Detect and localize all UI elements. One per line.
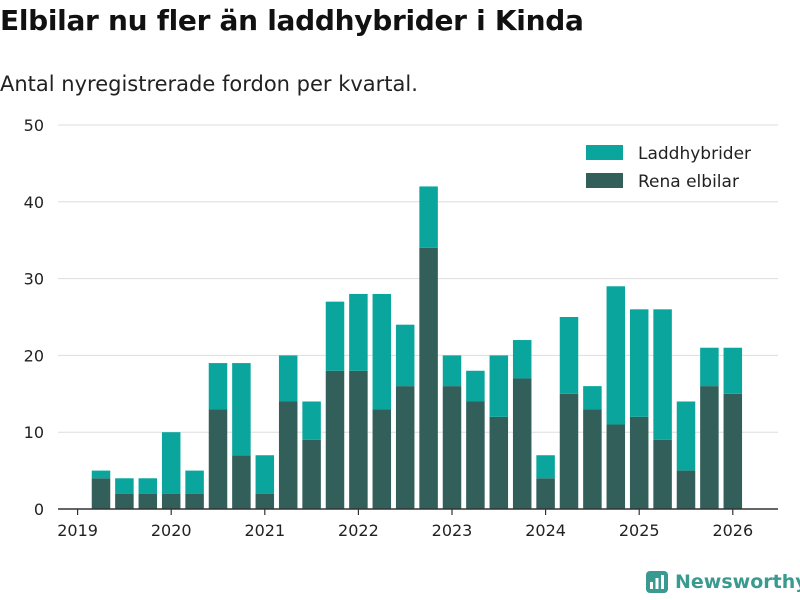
bar-rena-elbilar	[700, 386, 719, 509]
bar-rena-elbilar	[536, 478, 555, 509]
bar-laddhybrider	[606, 286, 626, 425]
x-tick-label: 2020	[151, 521, 192, 540]
bar-rena-elbilar	[185, 493, 204, 509]
bar-laddhybrider	[653, 309, 672, 440]
bar-laddhybrider	[489, 355, 509, 417]
legend-swatch	[586, 173, 623, 188]
bar-laddhybrider	[723, 347, 743, 394]
newsworthy-logo-text: Newsworthy	[675, 571, 800, 593]
bar-laddhybrider	[349, 293, 368, 371]
bar-rena-elbilar	[325, 370, 345, 509]
bar-laddhybrider	[395, 324, 415, 387]
bar-laddhybrider	[536, 455, 555, 479]
legend-label: Laddhybrider	[638, 144, 751, 164]
bar-rena-elbilar	[255, 493, 275, 509]
bar-rena-elbilar	[512, 378, 532, 509]
bar-laddhybrider	[255, 455, 275, 494]
bar-rena-elbilar	[629, 416, 649, 509]
bar-rena-elbilar	[676, 470, 696, 509]
bar-rena-elbilar	[442, 386, 462, 509]
bar-rena-elbilar	[372, 409, 392, 509]
legend-label: Rena elbilar	[638, 172, 739, 192]
x-tick-label: 2025	[619, 521, 660, 540]
bar-rena-elbilar	[466, 401, 485, 509]
chart-subtitle: Antal nyregistrerade fordon per kvartal.	[0, 72, 418, 96]
bar-rena-elbilar	[232, 455, 251, 509]
bar-rena-elbilar	[138, 493, 158, 509]
bar-laddhybrider	[512, 340, 532, 379]
bar-laddhybrider	[208, 363, 228, 410]
legend-swatch	[586, 145, 623, 160]
bar-laddhybrider	[302, 401, 321, 440]
bar-rena-elbilar	[653, 439, 672, 509]
bar-laddhybrider	[700, 347, 719, 387]
bar-rena-elbilar	[302, 439, 321, 509]
bar-rena-elbilar	[208, 409, 228, 509]
x-tick-label: 2023	[432, 521, 473, 540]
chart-title: Elbilar nu fler än laddhybrider i Kinda	[0, 4, 584, 37]
bar-rena-elbilar	[349, 370, 368, 509]
bar-laddhybrider	[115, 478, 134, 494]
bar-rena-elbilar	[115, 493, 134, 509]
newsworthy-logo-icon	[646, 571, 668, 593]
bar-laddhybrider	[91, 470, 111, 479]
bar-rena-elbilar	[559, 393, 579, 509]
x-tick-label: 2026	[712, 521, 753, 540]
bar-laddhybrider	[419, 186, 438, 248]
y-tick-label: 30	[24, 270, 44, 289]
y-tick-label: 0	[34, 500, 44, 519]
bar-laddhybrider	[442, 355, 462, 387]
y-tick-label: 10	[24, 423, 44, 442]
x-tick-label: 2021	[244, 521, 285, 540]
bar-rena-elbilar	[583, 409, 602, 509]
bar-laddhybrider	[676, 401, 696, 471]
bar-rena-elbilar	[278, 401, 298, 509]
bar-rena-elbilar	[395, 386, 415, 509]
x-tick-label: 2019	[57, 521, 98, 540]
bar-laddhybrider	[325, 301, 345, 371]
bar-laddhybrider	[466, 370, 485, 402]
bar-laddhybrider	[138, 478, 158, 494]
bar-laddhybrider	[278, 355, 298, 402]
x-tick-label: 2024	[525, 521, 566, 540]
bar-laddhybrider	[583, 386, 602, 410]
bar-rena-elbilar	[489, 416, 509, 509]
bar-laddhybrider	[372, 293, 392, 410]
y-tick-label: 50	[24, 116, 44, 135]
bar-laddhybrider	[629, 309, 649, 417]
bar-rena-elbilar	[161, 493, 181, 509]
bar-rena-elbilar	[419, 247, 438, 509]
newsworthy-logo: Newsworthy	[645, 570, 800, 594]
y-tick-label: 20	[24, 346, 44, 365]
bar-laddhybrider	[185, 470, 204, 494]
bar-laddhybrider	[559, 317, 579, 394]
bar-rena-elbilar	[723, 393, 743, 509]
bar-laddhybrider	[232, 363, 251, 456]
bar-rena-elbilar	[606, 424, 626, 509]
bar-laddhybrider	[161, 432, 181, 494]
bar-rena-elbilar	[91, 478, 111, 509]
y-tick-label: 40	[24, 193, 44, 212]
x-tick-label: 2022	[338, 521, 379, 540]
